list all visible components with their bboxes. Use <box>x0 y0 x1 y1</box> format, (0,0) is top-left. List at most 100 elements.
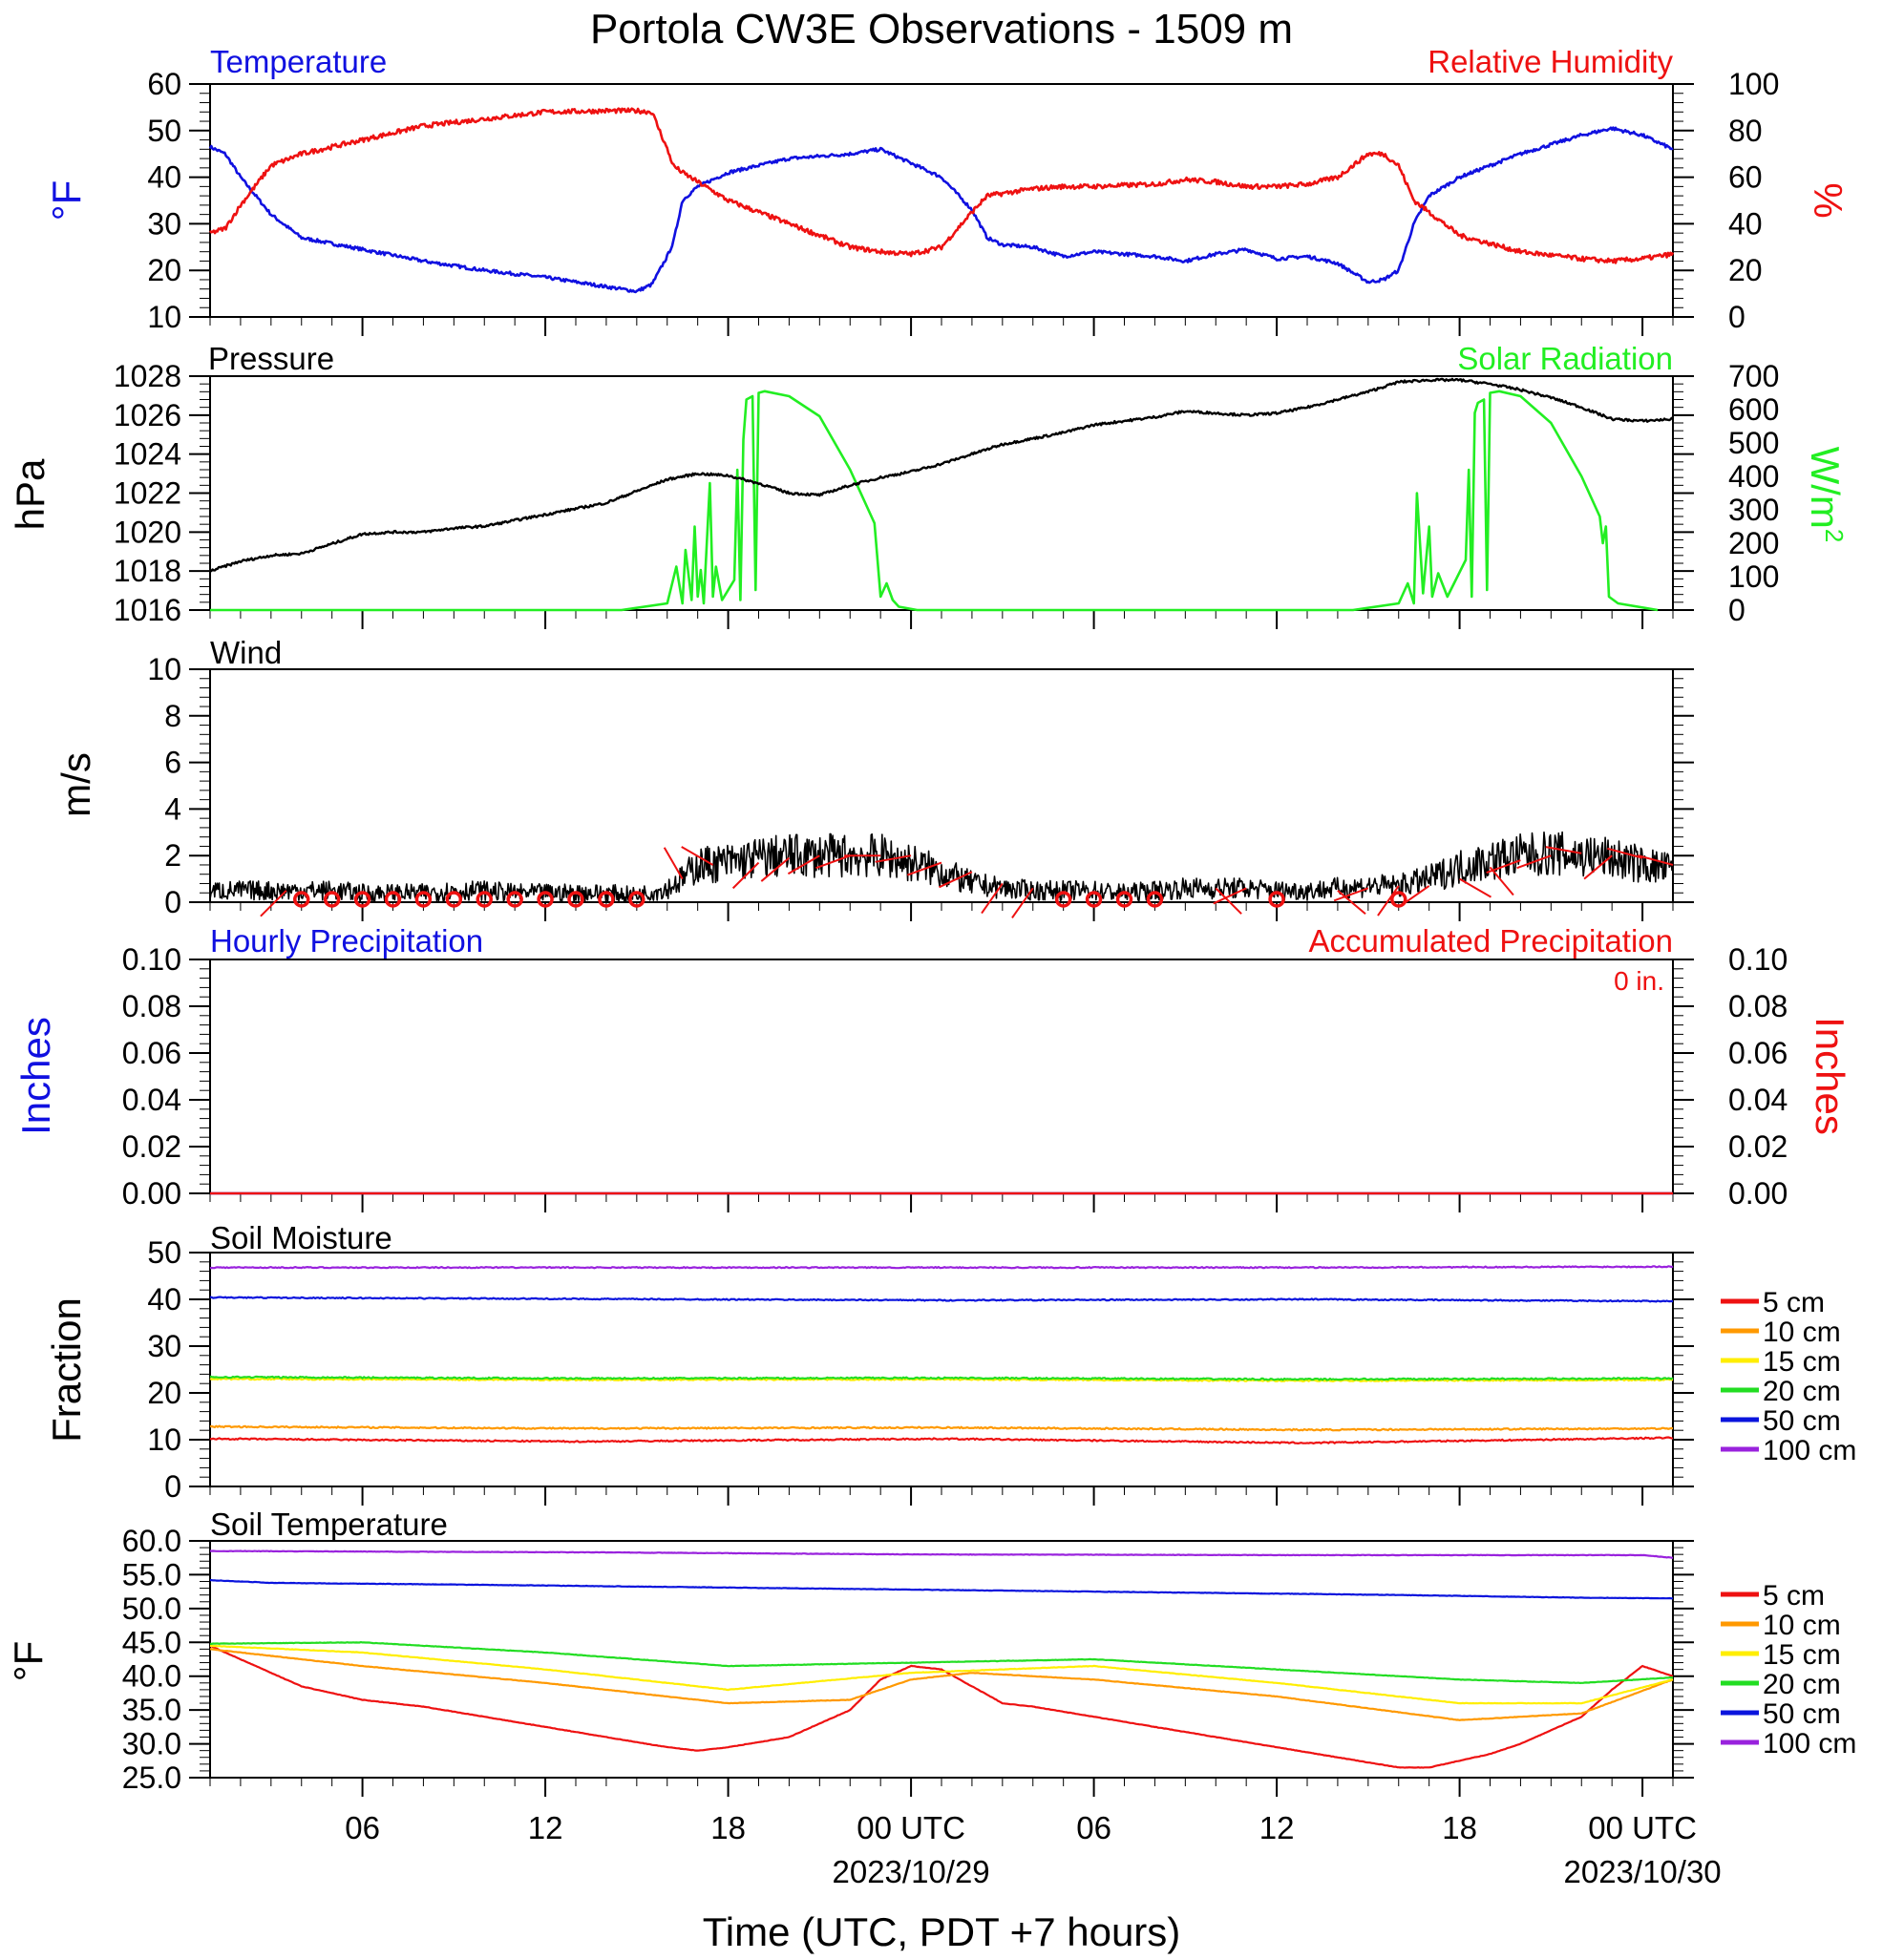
wind-barb <box>1638 854 1674 866</box>
axis-soil-moisture: 0 10 20 30 40 50 <box>147 1235 1694 1506</box>
wind-calm-marker <box>1054 891 1072 908</box>
wind-barb <box>663 847 684 880</box>
wind-barb <box>939 871 973 889</box>
wind-calm-marker <box>1390 891 1407 908</box>
wind-barb <box>731 861 760 890</box>
x-tick-label: 00 UTC <box>857 1810 965 1845</box>
y-tick-label-right: 20 <box>1728 253 1763 287</box>
series-solar-radiation <box>210 390 1659 612</box>
plot-frame <box>209 375 1674 611</box>
series-temperature <box>208 126 1674 294</box>
y-tick-label: 1024 <box>114 437 181 472</box>
wind-barb <box>1333 887 1369 902</box>
y-tick-label-right: 0.04 <box>1728 1083 1788 1117</box>
wind-calm-marker <box>323 891 341 908</box>
axis-wind: 0 2 4 6 8 10 <box>147 652 1694 921</box>
x-date-label: 2023/10/30 <box>1563 1854 1721 1889</box>
legend-label: 15 cm <box>1763 1346 1841 1378</box>
y-tick-label: 25.0 <box>122 1760 181 1795</box>
legend-label: 50 cm <box>1763 1405 1841 1437</box>
wind-calm-marker <box>384 891 402 908</box>
panel-title-temperature: Temperature <box>210 44 387 79</box>
y-tick-label: 45.0 <box>122 1625 181 1659</box>
y-tick-label: 30.0 <box>122 1727 181 1761</box>
y-tick-label-right: 0 <box>1728 593 1745 627</box>
y-tick-label: 30 <box>147 1329 181 1363</box>
panel-title-accum-precip: Accumulated Precipitation <box>1308 923 1673 959</box>
series-soil-moisture-5cm <box>209 1436 1674 1445</box>
axis-temperature-humidity: 10 20 30 40 50 60 0 20 40 60 80 100 <box>147 67 1779 336</box>
wind-calm-marker <box>293 891 310 908</box>
y-tick-label: 1020 <box>114 515 181 549</box>
wind-calm-marker <box>628 891 645 908</box>
panel-title-humidity: Relative Humidity <box>1428 44 1673 79</box>
wind-barb <box>260 890 287 917</box>
plot-frame <box>209 1252 1674 1487</box>
series-pressure <box>209 377 1674 573</box>
panel-title-pressure: Pressure <box>208 341 334 376</box>
y-tick-label-right: 0.02 <box>1728 1129 1788 1164</box>
y-tick-label: 60 <box>147 67 181 101</box>
panel-title-soil-temperature: Soil Temperature <box>210 1507 448 1542</box>
panel-temperature-humidity: Temperature Relative Humidity 10 20 30 40 50… <box>44 44 1851 336</box>
x-tick-label: 06 <box>1076 1810 1111 1845</box>
plot-soil-moisture <box>209 1265 1674 1445</box>
accum-precip-total: 0 in. <box>1614 966 1664 996</box>
legend-label: 20 cm <box>1763 1669 1841 1700</box>
wind-calm-marker <box>353 891 371 908</box>
panel-pressure-solar: Pressure Solar Radiation 1016 1018 1020 102… <box>8 341 1849 629</box>
wind-calm-marker <box>1146 891 1164 908</box>
y-tick-label: 1016 <box>114 593 181 627</box>
y-tick-label-right: 700 <box>1728 359 1779 393</box>
plot-temperature-humidity <box>208 107 1675 294</box>
wind-barb <box>1377 885 1400 917</box>
y-tick-label-right: 0.08 <box>1728 989 1788 1023</box>
x-tick-label: 00 UTC <box>1588 1810 1697 1845</box>
y-tick-label: 40 <box>147 160 181 195</box>
plot-soil-temperature <box>209 1549 1674 1769</box>
y-tick-label: 8 <box>164 699 181 733</box>
y-tick-label-right: 0 <box>1728 300 1745 334</box>
y-tick-label: 1022 <box>114 476 181 511</box>
y-tick-label: 10 <box>147 300 181 334</box>
y-tick-label: 0.10 <box>122 942 181 977</box>
wind-barb <box>1516 854 1552 870</box>
wind-barb <box>1486 859 1521 875</box>
legend-label: 20 cm <box>1763 1376 1841 1407</box>
y-tick-label: 0 <box>164 1469 181 1504</box>
y-tick-label-right: 40 <box>1728 206 1763 241</box>
ylabel-accum-precip: Inches <box>1808 1017 1852 1135</box>
y-tick-label: 4 <box>164 791 181 826</box>
x-tick-label: 18 <box>1442 1810 1477 1845</box>
y-tick-label: 1018 <box>114 554 181 588</box>
plot-wind <box>209 831 1674 919</box>
series-soil-temperature-5cm <box>209 1644 1674 1769</box>
y-tick-label: 1028 <box>114 359 181 393</box>
panel-title-soil-moisture: Soil Moisture <box>210 1220 392 1255</box>
ylabel-humidity: % <box>1806 182 1851 218</box>
legend-label: 10 cm <box>1763 1317 1841 1348</box>
wind-barb <box>1213 887 1247 905</box>
y-tick-label-right: 300 <box>1728 493 1779 527</box>
plot-frame <box>209 83 1674 318</box>
series-soil-temperature-10cm <box>210 1648 1674 1721</box>
figure-title: Portola CW3E Observations - 1509 m <box>590 6 1293 53</box>
wind-calm-marker <box>598 891 615 908</box>
wind-barb <box>1607 847 1643 859</box>
y-tick-label: 60.0 <box>122 1524 181 1558</box>
y-tick-label-right: 0.10 <box>1728 942 1788 977</box>
y-tick-label-right: 80 <box>1728 114 1763 148</box>
y-tick-label: 55.0 <box>122 1557 181 1591</box>
y-tick-label-right: 100 <box>1728 559 1779 594</box>
wind-barb <box>1215 887 1242 915</box>
plot-pressure-solar <box>209 377 1674 612</box>
y-tick-label: 0.00 <box>122 1176 181 1211</box>
x-date-label: 2023/10/29 <box>832 1854 989 1889</box>
x-tick-label: 12 <box>528 1810 563 1845</box>
y-tick-label: 20 <box>147 253 181 287</box>
x-axis-tick-labels: 06 12 18 00 UTC 06 12 18 00 UTC 2023/10/29 2023/1… <box>345 1810 1721 1889</box>
legend-label: 100 cm <box>1763 1435 1856 1466</box>
y-tick-label-right: 200 <box>1728 526 1779 560</box>
